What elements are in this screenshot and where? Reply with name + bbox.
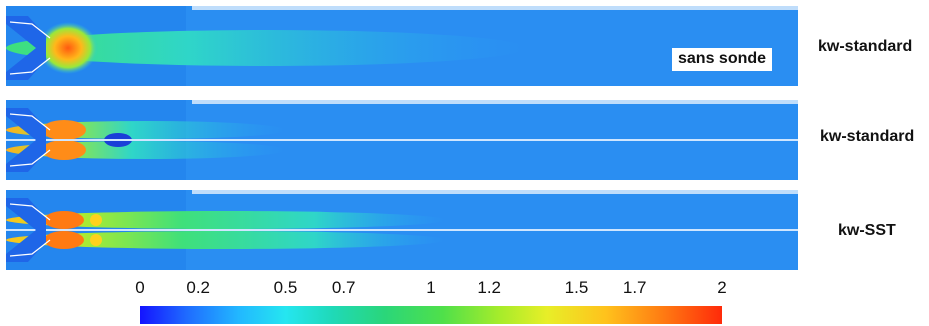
colorbar: [140, 306, 722, 324]
colorbar-tick-label: 2: [717, 278, 727, 297]
colorbar-tick-label: 0.2: [186, 278, 211, 297]
model-label-3: kw-SST: [838, 222, 896, 239]
contour-plot-1: [6, 6, 798, 86]
contour-panel-2: [6, 100, 798, 180]
colorbar-tick-label: 1.2: [477, 278, 502, 297]
colorbar-tick-label: 0: [135, 278, 145, 297]
contour-panel-1: sans sonde: [6, 6, 798, 86]
colorbar-tick-label: 1.7: [622, 278, 647, 297]
probe-note: sans sonde: [672, 48, 773, 71]
colorbar-tick-label: 1: [426, 278, 436, 297]
colorbar-legend: 0 0.2 0.5 0.7 1 1.2 1.5 1.7 2: [135, 276, 727, 326]
colorbar-tick-label: 1.5: [564, 278, 589, 297]
model-label-1: kw-standard: [818, 38, 913, 55]
colorbar-tick-label: 0.5: [273, 278, 298, 297]
contour-plot-2: [6, 100, 798, 180]
contour-plot-3: [6, 190, 798, 270]
colorbar-tick-label: 0.7: [331, 278, 356, 297]
contour-panel-3: [6, 190, 798, 270]
model-label-2: kw-standard: [820, 128, 915, 145]
